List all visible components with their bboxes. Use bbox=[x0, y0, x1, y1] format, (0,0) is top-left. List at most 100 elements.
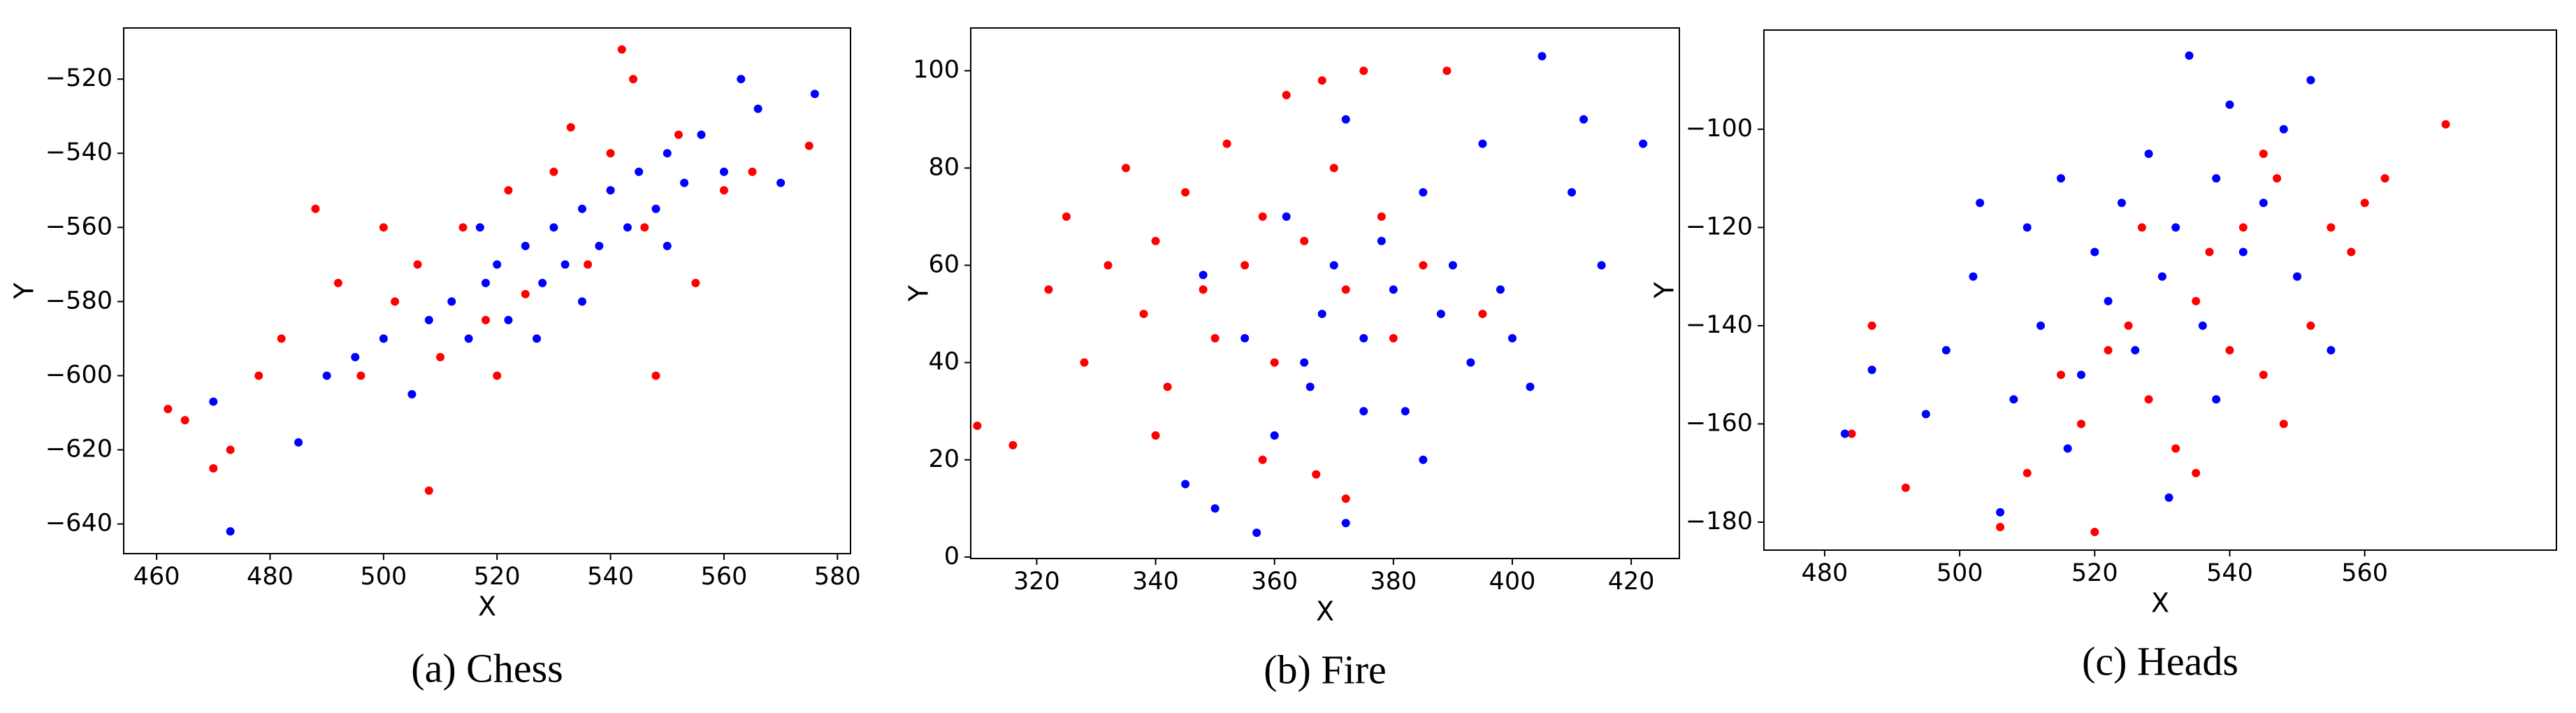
y-tick-label: −560 bbox=[45, 213, 113, 240]
scatter-point bbox=[1867, 321, 1876, 330]
scatter-point bbox=[1996, 522, 2005, 531]
scatter-point bbox=[1448, 261, 1457, 270]
scatter-point bbox=[1305, 382, 1315, 391]
scatter-point bbox=[1080, 358, 1089, 367]
scatter-point bbox=[1419, 188, 1428, 197]
scatter-point bbox=[663, 149, 672, 158]
scatter-point bbox=[226, 527, 235, 536]
scatter-point bbox=[606, 149, 615, 158]
scatter-point bbox=[2009, 395, 2018, 404]
scatter-point bbox=[1359, 66, 1368, 75]
scatter-point bbox=[1163, 382, 1172, 391]
scatter-point bbox=[2225, 100, 2234, 109]
y-tick-label: −640 bbox=[45, 510, 113, 538]
scatter-point bbox=[1377, 236, 1386, 245]
scatter-point bbox=[617, 45, 626, 54]
x-axis-label: X bbox=[478, 591, 496, 622]
scatter-point bbox=[2360, 199, 2369, 208]
scatter-point bbox=[584, 260, 593, 269]
x-tick-label: 340 bbox=[1132, 568, 1179, 596]
scatter-point bbox=[1252, 528, 1261, 538]
y-axis-label: Y bbox=[9, 282, 40, 300]
scatter-point bbox=[2441, 120, 2450, 129]
scatter-point bbox=[351, 352, 360, 361]
y-tick-label: 40 bbox=[928, 348, 960, 376]
scatter-point bbox=[2293, 272, 2302, 281]
scatter-point bbox=[2171, 444, 2180, 453]
scatter-point bbox=[2076, 419, 2085, 428]
y-tick-label: 20 bbox=[928, 445, 960, 473]
scatter-point bbox=[504, 186, 513, 195]
y-axis-label: Y bbox=[904, 285, 934, 302]
scatter-point bbox=[1579, 115, 1589, 124]
scatter-point bbox=[413, 260, 422, 269]
scatter-point bbox=[2259, 370, 2268, 380]
scatter-point bbox=[407, 389, 417, 398]
scatter-point bbox=[2164, 493, 2173, 502]
x-tick-label: 560 bbox=[2341, 559, 2388, 587]
scatter-point bbox=[1317, 310, 1326, 319]
scatter-point bbox=[1199, 285, 1208, 294]
scatter-point bbox=[1901, 483, 1910, 492]
scatter-point bbox=[209, 397, 218, 406]
scatter-point bbox=[1300, 358, 1309, 367]
scatter-point bbox=[651, 371, 660, 380]
scatter-point bbox=[481, 278, 490, 287]
scatter-point bbox=[2198, 321, 2207, 330]
y-tick-label: 100 bbox=[913, 56, 960, 84]
scatter-point bbox=[164, 405, 173, 414]
scatter-point bbox=[1526, 382, 1535, 391]
y-tick-label: 80 bbox=[928, 153, 960, 181]
scatter-point bbox=[2238, 223, 2248, 232]
scatter-point bbox=[333, 278, 342, 287]
scatter-point bbox=[1329, 261, 1338, 270]
scatter-point bbox=[254, 371, 263, 380]
x-tick-label: 420 bbox=[1608, 568, 1655, 596]
scatter-point bbox=[2057, 370, 2066, 380]
scatter-point bbox=[1996, 507, 2005, 517]
scatter-point bbox=[1341, 519, 1350, 528]
scatter-point bbox=[2117, 199, 2126, 208]
scatter-point bbox=[719, 167, 728, 176]
scatter-point bbox=[180, 416, 189, 425]
plot-frame bbox=[970, 27, 1680, 559]
scatter-point bbox=[1840, 429, 1849, 438]
scatter-point bbox=[2279, 124, 2288, 134]
scatter-point bbox=[1240, 333, 1250, 343]
scatter-point bbox=[663, 241, 672, 250]
scatter-point bbox=[1329, 164, 1338, 173]
scatter-point bbox=[2144, 150, 2153, 159]
scatter-point bbox=[1419, 261, 1428, 270]
scatter-point bbox=[1199, 271, 1208, 280]
scatter-point bbox=[2347, 247, 2356, 257]
scatter-point bbox=[737, 75, 746, 84]
scatter-point bbox=[640, 223, 649, 232]
y-tick-label: −580 bbox=[45, 287, 113, 315]
caption: (b) Fire bbox=[1264, 647, 1387, 692]
scatter-point bbox=[521, 289, 530, 298]
scatter-point bbox=[566, 123, 575, 132]
y-tick-label: 60 bbox=[928, 250, 960, 278]
scatter-point bbox=[697, 130, 706, 139]
scatter-point bbox=[2279, 419, 2288, 428]
scatter-point bbox=[1359, 333, 1368, 343]
scatter-point bbox=[1389, 285, 1398, 294]
scatter-point bbox=[651, 204, 660, 213]
y-tick-label: −540 bbox=[45, 138, 113, 166]
scatter-point bbox=[595, 241, 604, 250]
scatter-point bbox=[623, 223, 632, 232]
scatter-point bbox=[2036, 321, 2046, 330]
scatter-point bbox=[635, 167, 644, 176]
y-tick-label: −100 bbox=[1686, 115, 1753, 143]
scatter-point bbox=[391, 297, 400, 306]
scatter-point bbox=[1401, 407, 1410, 416]
scatter-point bbox=[226, 445, 235, 454]
scatter-point bbox=[2124, 321, 2133, 330]
x-tick-label: 560 bbox=[701, 563, 748, 591]
scatter-point bbox=[481, 315, 490, 324]
x-tick-label: 540 bbox=[2206, 559, 2253, 587]
scatter-point bbox=[2144, 395, 2153, 404]
scatter-point bbox=[1941, 346, 1951, 355]
chart: 320 340 360 380 400 420 0 20 40 60 80 100 X Y (b) Fire bbox=[904, 27, 1680, 692]
